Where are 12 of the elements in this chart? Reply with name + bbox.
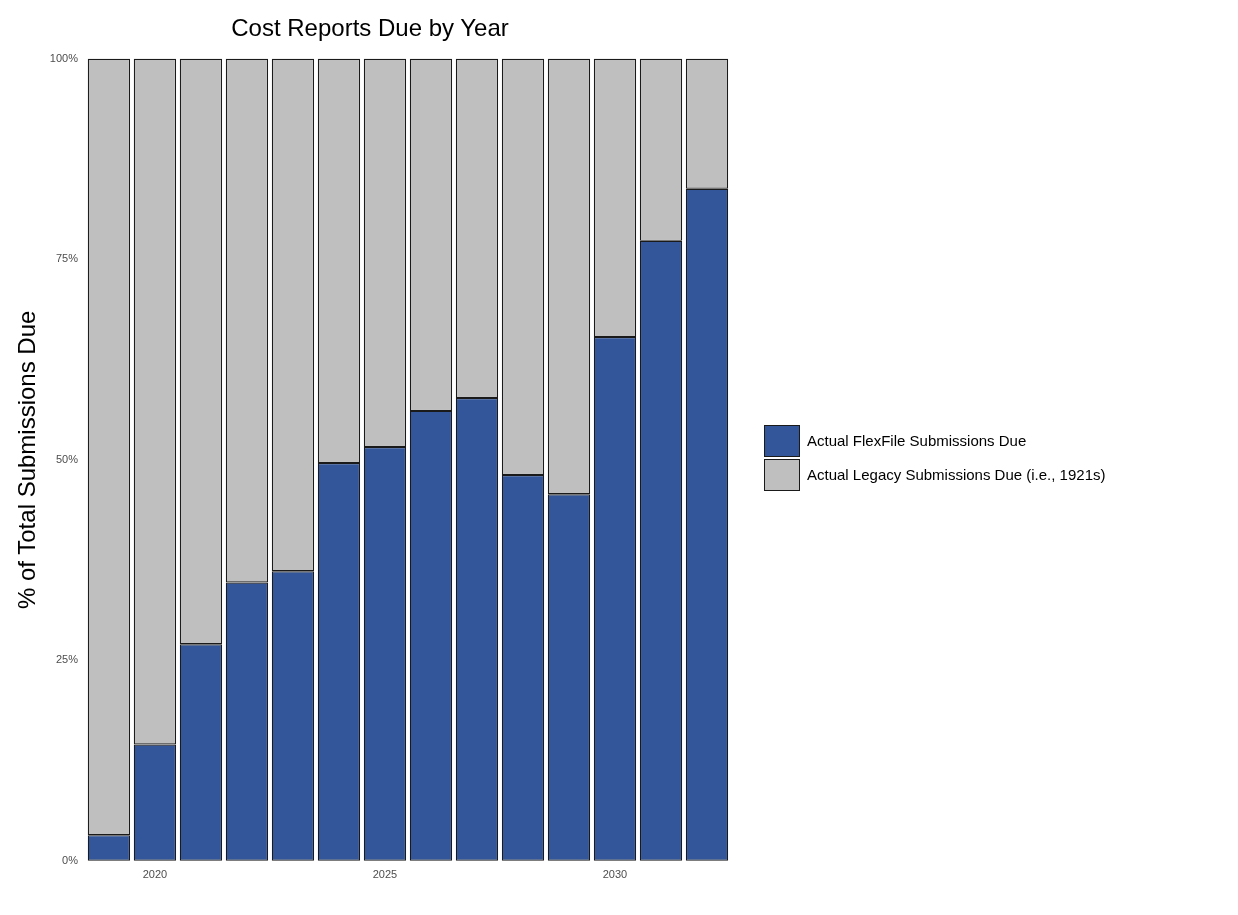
y-tick-label: 75%: [55, 252, 79, 265]
x-tick-label: 2030: [602, 868, 628, 881]
y-tick-label: 25%: [55, 653, 79, 666]
y-tick-label: 100%: [49, 51, 79, 64]
x-tick-label: 2025: [372, 868, 398, 881]
y-tick-label: 50%: [55, 452, 79, 465]
y-axis-title: % of Total Submissions Due: [13, 310, 41, 609]
legend-label: Actual FlexFile Submissions Due: [807, 432, 1027, 449]
legend-label: Actual Legacy Submissions Due (i.e., 1921s): [807, 466, 1106, 483]
y-tick-label: 0%: [62, 853, 79, 866]
chart-title: Cost Reports Due by Year: [231, 14, 509, 42]
x-tick-label: 2020: [142, 868, 168, 881]
